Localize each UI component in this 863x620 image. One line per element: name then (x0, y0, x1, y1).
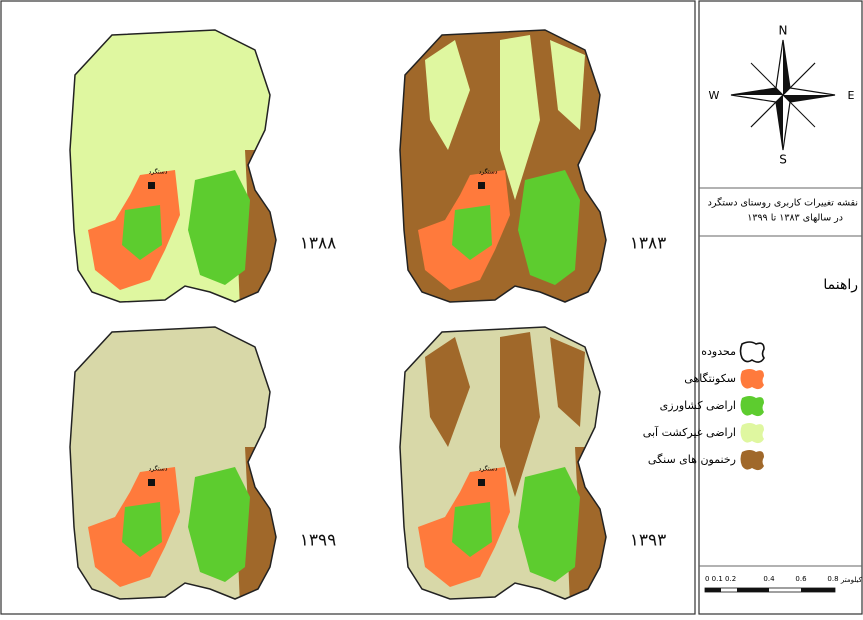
legend-label: رخنمون های سنگی (648, 453, 736, 466)
map-panel: دستگرد ۱۳۹۹ (70, 327, 336, 607)
village-label: دستگرد (479, 465, 498, 473)
scale-label: 0.6 (795, 575, 807, 583)
legend-heading: راهنما (823, 277, 858, 293)
subtitle: در سالهای ۱۳۸۳ تا ۱۳۹۹ (747, 213, 843, 224)
compass-label: W (709, 89, 720, 102)
map-panel: دستگرد ۱۳۹۳ (400, 327, 666, 607)
village-label: دستگرد (149, 168, 168, 176)
legend-label: محدوده (701, 345, 736, 358)
title: نقشه تغییرات کاربری روستای دستگرد (708, 197, 858, 209)
compass-label: E (848, 89, 855, 102)
compass-label: S (779, 153, 787, 167)
legend-label: اراضی غیرکشت آبی (643, 425, 736, 439)
map-panel: دستگرد ۱۳۸۳ (400, 30, 666, 310)
year-label: ۱۳۹۳ (630, 531, 667, 551)
scale-unit: کیلومتر (840, 576, 863, 584)
village-label: دستگرد (149, 465, 168, 473)
year-label: ۱۳۹۹ (300, 531, 337, 551)
scale-label: 0.8 (827, 575, 838, 583)
scale-label: 0 0.1 0.2 (705, 575, 736, 583)
legend-label: سکونتگاهی (684, 372, 736, 385)
compass: N S W E (709, 24, 855, 167)
scale-bar: 0 0.1 0.2 0.4 0.6 0.8 کیلومتر (704, 575, 863, 593)
map-panel: دستگرد ۱۳۸۸ (70, 30, 336, 310)
legend: محدوده سکونتگاهی اراضی کشاورزی اراضی غیر… (643, 341, 765, 471)
legend-label: اراضی کشاورزی (660, 399, 736, 412)
village-label: دستگرد (479, 168, 498, 176)
year-label: ۱۳۸۸ (300, 234, 337, 254)
year-label: ۱۳۸۳ (630, 234, 667, 254)
scale-label: 0.4 (763, 575, 775, 583)
compass-label: N (779, 24, 788, 38)
